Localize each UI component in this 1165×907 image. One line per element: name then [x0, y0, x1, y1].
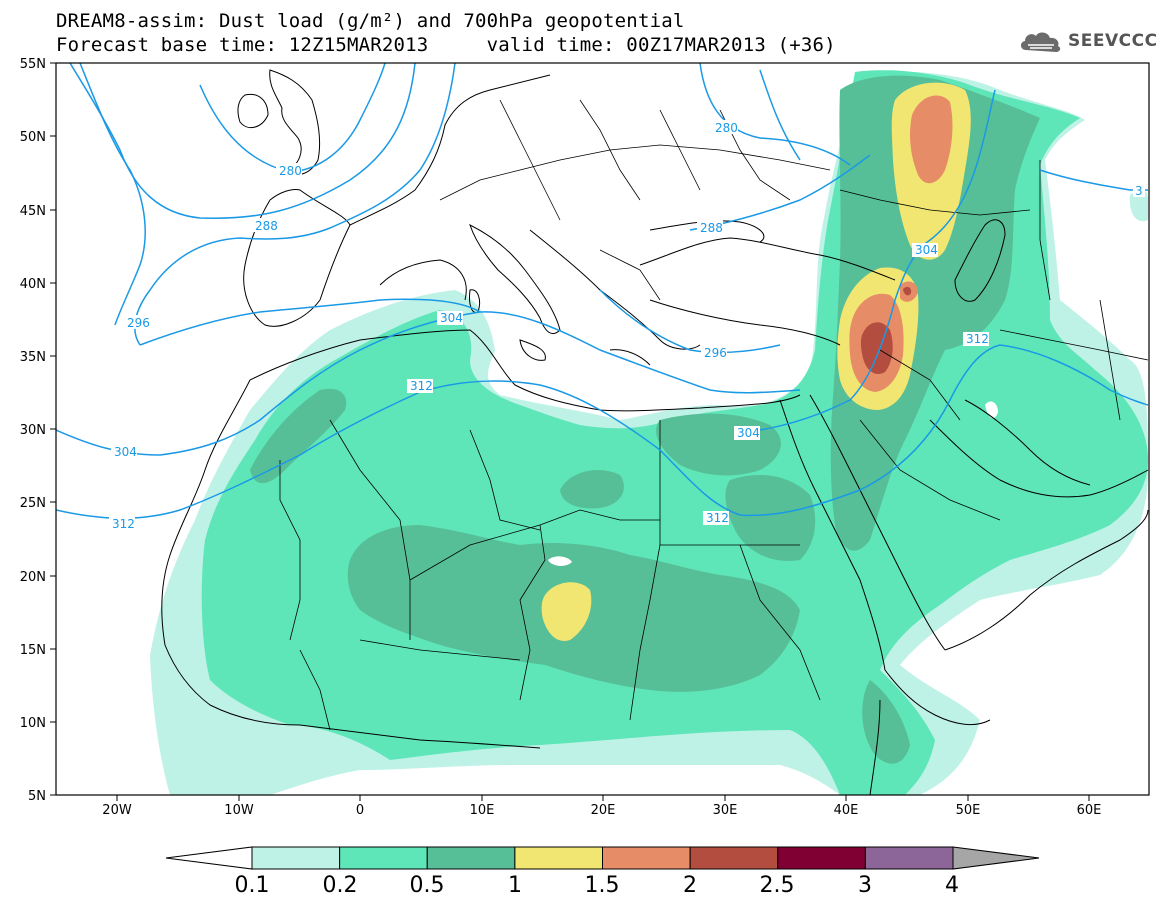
colorbar-segment: [251, 846, 341, 870]
svg-text:304: 304: [737, 426, 760, 440]
lat-label: 45N: [20, 204, 46, 219]
lon-label: 30E: [713, 803, 738, 818]
svg-text:3: 3: [1135, 184, 1143, 198]
lat-label: 40N: [20, 277, 46, 292]
geopotential-contours: [56, 63, 1149, 519]
lon-label: 40E: [834, 803, 859, 818]
lat-label: 10N: [20, 716, 46, 731]
svg-text:312: 312: [966, 332, 989, 346]
lon-label: 20W: [102, 803, 132, 818]
map-title-line1: DREAM8-assim: Dust load (g/m²) and 700hP…: [56, 10, 685, 32]
colorbar-tick: 0.2: [323, 873, 358, 898]
cloud-logo-icon: [1020, 32, 1061, 52]
lon-label: 60E: [1077, 803, 1102, 818]
svg-text:312: 312: [706, 511, 729, 525]
svg-text:312: 312: [410, 379, 433, 393]
dust-shade-level-1b: [1129, 190, 1148, 222]
lat-label: 25N: [20, 496, 46, 511]
lon-label: 50E: [956, 803, 981, 818]
colorbar-tick: 2: [683, 873, 697, 898]
colorbar-tick: 1.5: [585, 873, 620, 898]
svg-text:288: 288: [700, 221, 723, 235]
lat-label: 35N: [20, 350, 46, 365]
svg-text:296: 296: [704, 346, 727, 360]
colorbar-segment: [777, 846, 866, 870]
seevccc-logo: SEEVCCC: [1018, 28, 1158, 54]
dust-gap-1: [548, 556, 572, 566]
dust-shade-level-4: [541, 582, 592, 641]
lon-label: 10W: [224, 803, 254, 818]
lat-label: 5N: [28, 789, 46, 804]
lon-label: 0: [356, 803, 364, 818]
lat-label: 30N: [20, 423, 46, 438]
svg-text:304: 304: [114, 445, 137, 459]
colorbar-tick: 4: [945, 873, 959, 898]
colorbar-segment: [689, 846, 779, 870]
colorbar-segment: [864, 846, 954, 870]
lon-label: 10E: [470, 803, 495, 818]
latitude-axis: 55N 50N 45N 40N 35N 30N 25N 20N 15N 10N …: [20, 57, 56, 804]
colorbar-segment: [339, 846, 428, 870]
dust-shade-level-6b: [903, 286, 912, 296]
colorbar-tick: 0.5: [410, 873, 445, 898]
dust-shade-level-3b: [560, 470, 624, 509]
colorbar-segment: [426, 846, 516, 870]
dust-shade-level-3e: [250, 388, 347, 484]
colorbar-over-arrow: [952, 846, 1040, 870]
colorbar-tick: 0.1: [235, 873, 270, 898]
svg-text:312: 312: [112, 517, 135, 531]
colorbar-under-arrow: [165, 846, 253, 870]
colorbar-segment: [514, 846, 603, 870]
colorbar-tick: 2.5: [760, 873, 795, 898]
dust-shade-level-3d: [725, 475, 816, 561]
colorbar-tick: 3: [858, 873, 872, 898]
svg-text:280: 280: [279, 164, 302, 178]
dust-shade-level-3g: [862, 680, 910, 764]
lat-label: 55N: [20, 57, 46, 72]
dust-shading: [150, 70, 1149, 795]
contour-labels: 280 280 288 288 296 296 304 304 304 304 …: [109, 120, 1145, 531]
longitude-axis: 20W 10W 0 10E 20E 30E 40E 50E 60E: [102, 795, 1101, 818]
lat-label: 15N: [20, 643, 46, 658]
svg-text:288: 288: [255, 219, 278, 233]
coastlines: [161, 69, 1149, 795]
map-title-line2: Forecast base time: 12Z15MAR2013 valid t…: [56, 34, 836, 56]
svg-text:304: 304: [915, 243, 938, 257]
colorbar-legend: 0.1 0.2 0.5 1 1.5 2 2.5 3 4: [165, 846, 1040, 898]
lat-label: 20N: [20, 570, 46, 585]
lon-label: 20E: [591, 803, 616, 818]
colorbar-tick: 1: [508, 873, 522, 898]
lat-label: 50N: [20, 130, 46, 145]
svg-text:280: 280: [715, 121, 738, 135]
colorbar-segment: [602, 846, 691, 870]
svg-text:304: 304: [440, 311, 463, 325]
dust-shade-level-5: [910, 95, 953, 184]
svg-text:296: 296: [127, 316, 150, 330]
logo-text: SEEVCCC: [1068, 31, 1158, 51]
dust-shade-level-3f: [830, 75, 1040, 551]
